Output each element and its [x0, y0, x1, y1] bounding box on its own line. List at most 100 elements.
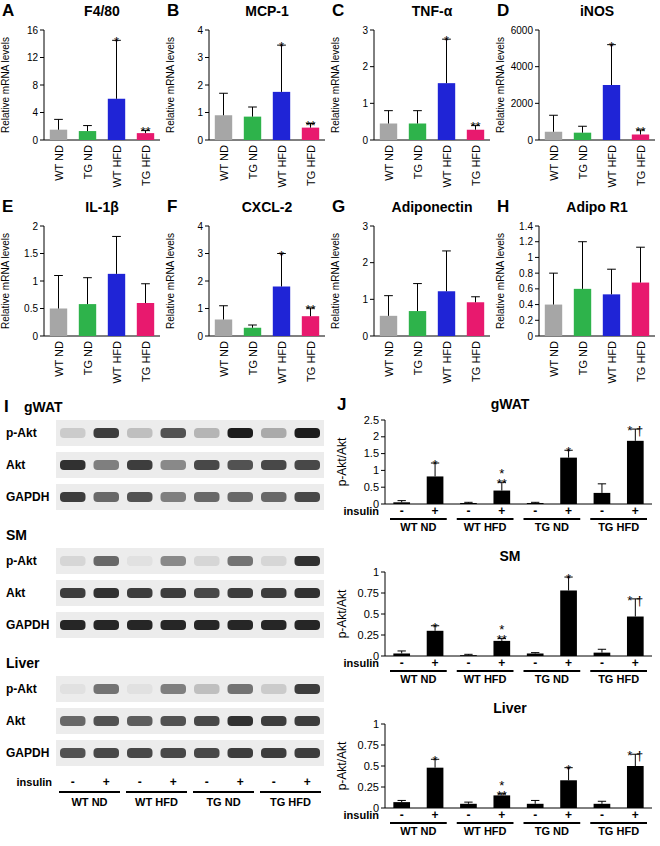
group-bracket	[457, 822, 514, 824]
x-tick-label: WT HFD	[276, 341, 288, 384]
chart-title: MCP-1	[245, 3, 289, 19]
marks	[545, 45, 649, 140]
y-axis-label: Relative mRNA levels	[495, 37, 506, 133]
bar	[380, 124, 397, 141]
y-axis-label: Relative mRNA levels	[495, 233, 506, 329]
error-bar	[398, 651, 406, 654]
y-tick	[381, 787, 385, 788]
chart-title: CXCL-2	[242, 199, 293, 215]
y-axis-label: Relative mRNA levels	[330, 37, 341, 133]
y-tick-label: 2.5	[364, 414, 379, 426]
bar	[467, 302, 484, 336]
x-tick-label: +	[565, 656, 572, 670]
y-tick	[205, 85, 209, 86]
x-tick-label: -	[533, 808, 537, 822]
blot-band	[261, 748, 287, 758]
significance-mark: *	[433, 753, 438, 768]
chart-panel: GAdiponectinRelative mRNA levels0123WT N…	[330, 197, 490, 384]
blot-band	[228, 684, 254, 694]
y-tick	[40, 140, 44, 141]
significance-mark: *	[114, 34, 119, 49]
y-tick-label: 1	[362, 98, 368, 109]
chart-panel: JgWATp-Akt/Akt00.511.522.5-*+-***+-*+-* …	[335, 395, 652, 533]
blot-band	[295, 684, 321, 694]
lane-label: +	[237, 775, 244, 789]
significance-mark: * †	[627, 423, 643, 438]
significance-mark: **	[305, 302, 315, 317]
blot-band	[295, 588, 321, 598]
y-tick-label: 2	[32, 221, 38, 232]
significance-mark: **	[497, 788, 507, 803]
bar	[603, 294, 620, 336]
blot-row-label: Akt	[6, 586, 25, 600]
bar	[108, 99, 125, 140]
blot-band	[94, 492, 120, 502]
y-axis	[44, 30, 45, 140]
chart-panel: Liverp-Akt/Akt00.250.50.751-*+-***+-*+-*…	[335, 700, 652, 837]
chart-panel: SMp-Akt/Akt00.250.50.751-*+-***+-*+-* †+…	[335, 548, 652, 685]
bar	[215, 115, 232, 140]
blot-background	[56, 740, 324, 766]
group-label: TG ND	[535, 673, 569, 685]
error-bar	[442, 251, 451, 291]
blot-band	[127, 460, 153, 470]
chart-title: SM	[500, 548, 521, 564]
y-tick-label: 3	[197, 52, 203, 63]
blot-band	[60, 460, 86, 470]
blot-band	[60, 428, 86, 438]
blot-band	[60, 748, 86, 758]
y-tick	[381, 635, 385, 636]
blot-band	[194, 684, 220, 694]
x-tick-label: -	[400, 808, 404, 822]
blot-band	[295, 748, 321, 758]
group-bracket	[59, 791, 120, 793]
chart-panel: CTNF-αRelative mRNA levels0123WT NDTG ND…	[330, 1, 490, 188]
group-bracket	[457, 670, 514, 672]
chart-title: TNF-α	[412, 3, 453, 19]
panel-label: H	[497, 197, 509, 216]
x-tick-label: +	[432, 656, 439, 670]
y-axis-label: Relative mRNA levels	[0, 37, 11, 133]
blot-background	[56, 484, 324, 510]
group-bracket	[193, 791, 254, 793]
bar	[380, 316, 397, 336]
chart-panel: AF4/80Relative mRNA levels0481216WT NDTG…	[0, 1, 160, 188]
x-tick-label: -	[466, 808, 470, 822]
marks	[380, 251, 484, 336]
bar	[409, 124, 426, 141]
blot-background	[56, 708, 324, 734]
panel-label: A	[2, 1, 14, 20]
y-tick-label: 0.5	[364, 481, 379, 493]
y-tick	[535, 257, 539, 258]
group-label: TG ND	[535, 825, 569, 837]
x-tick-label: -	[533, 656, 537, 670]
figure: AF4/80Relative mRNA levels0481216WT NDTG…	[0, 0, 660, 846]
blot-band	[127, 620, 153, 630]
blot-band	[194, 460, 220, 470]
x-tick-label: WT ND	[218, 341, 230, 377]
y-tick-label: 1	[527, 252, 533, 263]
error-bar	[398, 501, 406, 503]
y-tick	[381, 470, 385, 471]
x-tick-label: WT HFD	[606, 341, 618, 384]
significance-mark: **	[635, 124, 645, 139]
blot-band	[94, 460, 120, 470]
chart-title: Liver	[493, 700, 527, 716]
x-tick-label: WT ND	[548, 145, 560, 181]
y-tick	[40, 30, 44, 31]
lane-label: -	[138, 775, 142, 789]
group-label: TG HFD	[598, 825, 639, 837]
significance-mark: * †	[627, 748, 643, 763]
marks	[50, 236, 154, 336]
error-bar	[112, 236, 121, 273]
group-label: TG HFD	[598, 673, 639, 685]
blot-band	[127, 588, 153, 598]
blot-band	[228, 460, 254, 470]
error-bar	[607, 269, 616, 294]
chart-panel: HAdipo R1Relative mRNA levels00.20.40.60…	[495, 197, 655, 384]
y-tick	[381, 420, 385, 421]
x-tick-label: WT ND	[383, 341, 395, 377]
bar	[627, 441, 644, 504]
bar	[108, 274, 125, 336]
blot-band	[94, 684, 120, 694]
